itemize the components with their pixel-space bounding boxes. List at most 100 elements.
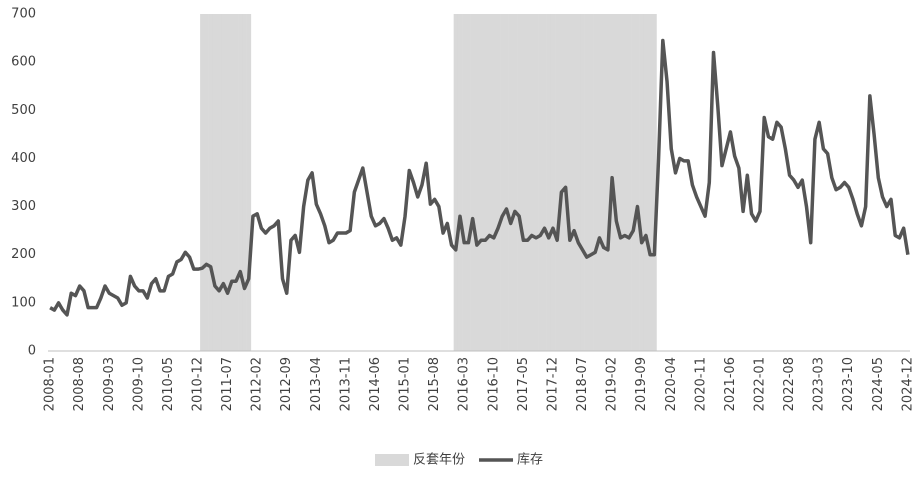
x-tick-label: 2009-03 — [102, 357, 117, 411]
bar — [504, 14, 509, 351]
bar — [508, 14, 514, 351]
bar — [635, 14, 640, 351]
bar — [580, 14, 585, 351]
bar — [601, 14, 607, 351]
x-tick-label: 2011-07 — [220, 357, 235, 411]
x-tick-label: 2019-02 — [605, 357, 620, 411]
bar — [584, 14, 590, 351]
bar — [229, 14, 235, 351]
x-tick-label: 2017-12 — [545, 357, 560, 411]
bar — [221, 14, 226, 351]
x-tick-label: 2015-08 — [427, 357, 442, 411]
x-tick-label: 2013-11 — [338, 357, 353, 411]
x-tick-label: 2024-12 — [900, 357, 915, 411]
y-tick-label: 600 — [11, 55, 36, 70]
x-tick-label: 2019-09 — [634, 357, 649, 411]
bar — [639, 14, 645, 351]
bar — [238, 14, 243, 351]
bar — [200, 14, 205, 351]
x-tick-label: 2020-11 — [693, 357, 708, 411]
bar — [453, 14, 459, 351]
legend-label: 库存 — [517, 452, 543, 468]
bar — [204, 14, 209, 351]
bar — [217, 14, 222, 351]
x-tick-label: 2021-06 — [723, 357, 738, 411]
x-tick-label: 2008-01 — [43, 357, 58, 411]
bar — [517, 14, 522, 351]
bar — [652, 14, 657, 351]
bar — [495, 14, 501, 351]
bar — [538, 14, 543, 351]
x-tick-label: 2016-03 — [457, 357, 472, 411]
bar — [246, 14, 252, 351]
bar — [622, 14, 628, 351]
x-tick-label: 2017-05 — [516, 357, 531, 411]
bar — [466, 14, 471, 351]
x-tick-label: 2023-10 — [841, 357, 856, 411]
bar — [500, 14, 505, 351]
x-tick-label: 2010-12 — [191, 357, 206, 411]
bar — [550, 14, 556, 351]
y-tick-label: 0 — [28, 344, 36, 359]
line — [49, 38, 910, 317]
bar — [233, 14, 239, 351]
bar — [212, 14, 218, 351]
x-tick-label: 2013-04 — [309, 357, 324, 411]
bar — [555, 14, 560, 351]
bar — [648, 14, 653, 351]
bar — [479, 14, 484, 351]
x-tick-label: 2012-09 — [279, 357, 294, 411]
bar — [546, 14, 552, 351]
bar — [567, 14, 573, 351]
x-tick-label: 2015-01 — [398, 357, 413, 411]
legend-label: 反套年份 — [413, 452, 465, 468]
x-tick-label: 2023-03 — [812, 357, 827, 411]
bar — [525, 14, 531, 351]
bar — [491, 14, 497, 351]
bar — [512, 14, 518, 351]
y-tick-label: 100 — [11, 295, 36, 310]
bar — [597, 14, 602, 351]
bar — [521, 14, 526, 351]
bar — [631, 14, 636, 351]
bar — [605, 14, 611, 351]
y-tick-label: 200 — [11, 247, 36, 262]
bar — [487, 14, 492, 351]
bar — [470, 14, 476, 351]
bar — [529, 14, 535, 351]
x-tick-label: 2022-01 — [752, 357, 767, 411]
bar — [576, 14, 581, 351]
bar — [559, 14, 564, 351]
bar — [588, 14, 594, 351]
bar — [208, 14, 214, 351]
x-tick-label: 2018-07 — [575, 357, 590, 411]
x-tick-label: 2022-08 — [782, 357, 797, 411]
x-tick-label: 2020-04 — [664, 357, 679, 411]
bar — [225, 14, 230, 351]
y-tick-label: 400 — [11, 151, 36, 166]
bar — [533, 14, 539, 351]
legend-swatch — [375, 454, 409, 466]
bar — [483, 14, 488, 351]
x-tick-label: 2014-06 — [368, 357, 383, 411]
x-tick-label: 2009-10 — [131, 357, 146, 411]
y-tick-label: 300 — [11, 199, 36, 214]
y-tick-label: 700 — [11, 7, 36, 22]
bar — [593, 14, 598, 351]
x-tick-label: 2010-05 — [161, 357, 176, 411]
bar — [571, 14, 577, 351]
bar — [643, 14, 649, 351]
bar — [542, 14, 547, 351]
bar — [563, 14, 569, 351]
bar — [474, 14, 480, 351]
bar — [242, 14, 247, 351]
bar — [462, 14, 467, 351]
bar — [626, 14, 632, 351]
x-tick-label: 2012-02 — [250, 357, 265, 411]
x-tick-label: 2016-10 — [486, 357, 501, 411]
x-tick-label: 2008-08 — [72, 357, 87, 411]
y-tick-label: 500 — [11, 103, 36, 118]
bar — [614, 14, 619, 351]
x-tick-label: 2024-05 — [871, 357, 886, 411]
